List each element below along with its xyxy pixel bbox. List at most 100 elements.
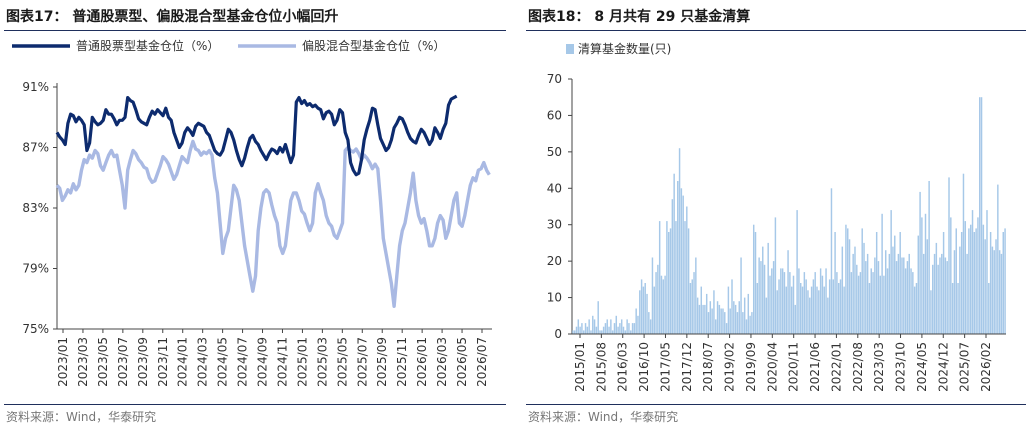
- bar: [968, 228, 970, 334]
- bar: [868, 283, 871, 334]
- bar: [597, 301, 599, 334]
- x-tick-label: 2026/01: [415, 337, 429, 387]
- bar: [722, 308, 724, 334]
- bar: [608, 326, 610, 334]
- bar: [966, 253, 968, 334]
- x-tick-label: 2023/09: [136, 337, 150, 387]
- bar: [946, 261, 948, 334]
- bar: [630, 330, 632, 334]
- bar: [875, 232, 878, 334]
- bar: [763, 264, 766, 334]
- bar: [874, 257, 876, 334]
- bar: [736, 312, 739, 334]
- bar: [781, 268, 784, 334]
- x-tick-label: 2019/02: [723, 342, 737, 392]
- bar: [897, 253, 900, 334]
- bar: [738, 301, 740, 334]
- x-tick-label: 2019/09: [744, 342, 758, 392]
- bar: [807, 290, 809, 334]
- bar: [673, 173, 675, 334]
- legend-swatch: [566, 44, 574, 54]
- bar: [908, 253, 910, 334]
- bar: [989, 232, 992, 334]
- bar: [953, 250, 956, 334]
- x-tick-label: 2024/07: [236, 337, 250, 387]
- bar: [734, 304, 737, 334]
- bar: [720, 308, 722, 334]
- x-tick-label: 2023/07: [116, 337, 130, 387]
- x-tick-label: 2022/08: [851, 342, 865, 392]
- bar: [691, 279, 693, 334]
- x-tick-label: 2025/07: [355, 337, 369, 387]
- bar: [839, 279, 842, 334]
- x-tick-label: 2023/03: [76, 337, 90, 387]
- y-tick-label: 70: [547, 72, 562, 86]
- bar: [783, 272, 786, 334]
- bar: [687, 228, 690, 334]
- bar: [904, 268, 907, 334]
- bar: [890, 210, 892, 334]
- bar: [955, 228, 957, 334]
- bar: [812, 279, 815, 334]
- x-tick-label: 2017/05: [658, 342, 672, 392]
- bar: [915, 283, 918, 334]
- bar: [633, 323, 636, 334]
- bar: [935, 242, 938, 334]
- bar: [662, 279, 665, 334]
- bar: [884, 250, 887, 334]
- x-tick-label: 2024/03: [196, 337, 210, 387]
- bar: [756, 283, 759, 334]
- bar: [649, 319, 652, 334]
- x-tick-label: 2022/01: [829, 342, 843, 392]
- y-tick-label: 75%: [22, 322, 49, 336]
- bar: [704, 304, 706, 334]
- bar: [698, 304, 701, 334]
- y-tick-label: 60: [547, 108, 562, 122]
- bar: [622, 326, 625, 334]
- bar: [572, 330, 574, 334]
- bar: [969, 224, 972, 334]
- x-tick-label: 2018/07: [701, 342, 715, 392]
- legend-label: 清算基金数量(只): [578, 41, 671, 56]
- bar: [790, 286, 793, 334]
- bar: [913, 286, 916, 334]
- bar: [626, 319, 628, 334]
- bar: [711, 308, 713, 334]
- x-tick-label: 2025/11: [395, 337, 409, 387]
- bar: [588, 319, 590, 334]
- bar: [776, 290, 778, 334]
- bar: [646, 293, 648, 334]
- bar: [933, 253, 936, 334]
- bar: [595, 326, 598, 334]
- x-tick-label: 2023/10: [894, 342, 908, 392]
- bar: [852, 253, 854, 334]
- bar: [805, 279, 807, 334]
- bar: [740, 257, 742, 334]
- y-tick-label: 83%: [22, 201, 49, 215]
- title-divider: [526, 30, 1026, 31]
- bar: [592, 315, 594, 334]
- bar: [792, 275, 795, 334]
- bar: [837, 283, 840, 334]
- bar: [651, 257, 654, 334]
- bar: [798, 268, 800, 334]
- bar: [713, 290, 715, 334]
- bar: [678, 148, 681, 334]
- bar: [705, 293, 708, 334]
- bar: [635, 308, 637, 334]
- x-tick-label: 2024/01: [176, 337, 190, 387]
- bar: [664, 275, 666, 334]
- y-tick-label: 10: [547, 291, 562, 305]
- bar: [810, 286, 813, 334]
- bar: [579, 326, 581, 334]
- bar: [680, 188, 683, 334]
- x-tick-label: 2020/04: [765, 342, 779, 392]
- footer-divider: [526, 404, 1026, 405]
- bar: [718, 304, 721, 334]
- bar: [857, 275, 860, 334]
- bar: [836, 272, 838, 334]
- bar: [1000, 253, 1003, 334]
- bar: [1002, 232, 1004, 334]
- y-tick-label: 40: [547, 181, 562, 195]
- bar: [957, 283, 959, 334]
